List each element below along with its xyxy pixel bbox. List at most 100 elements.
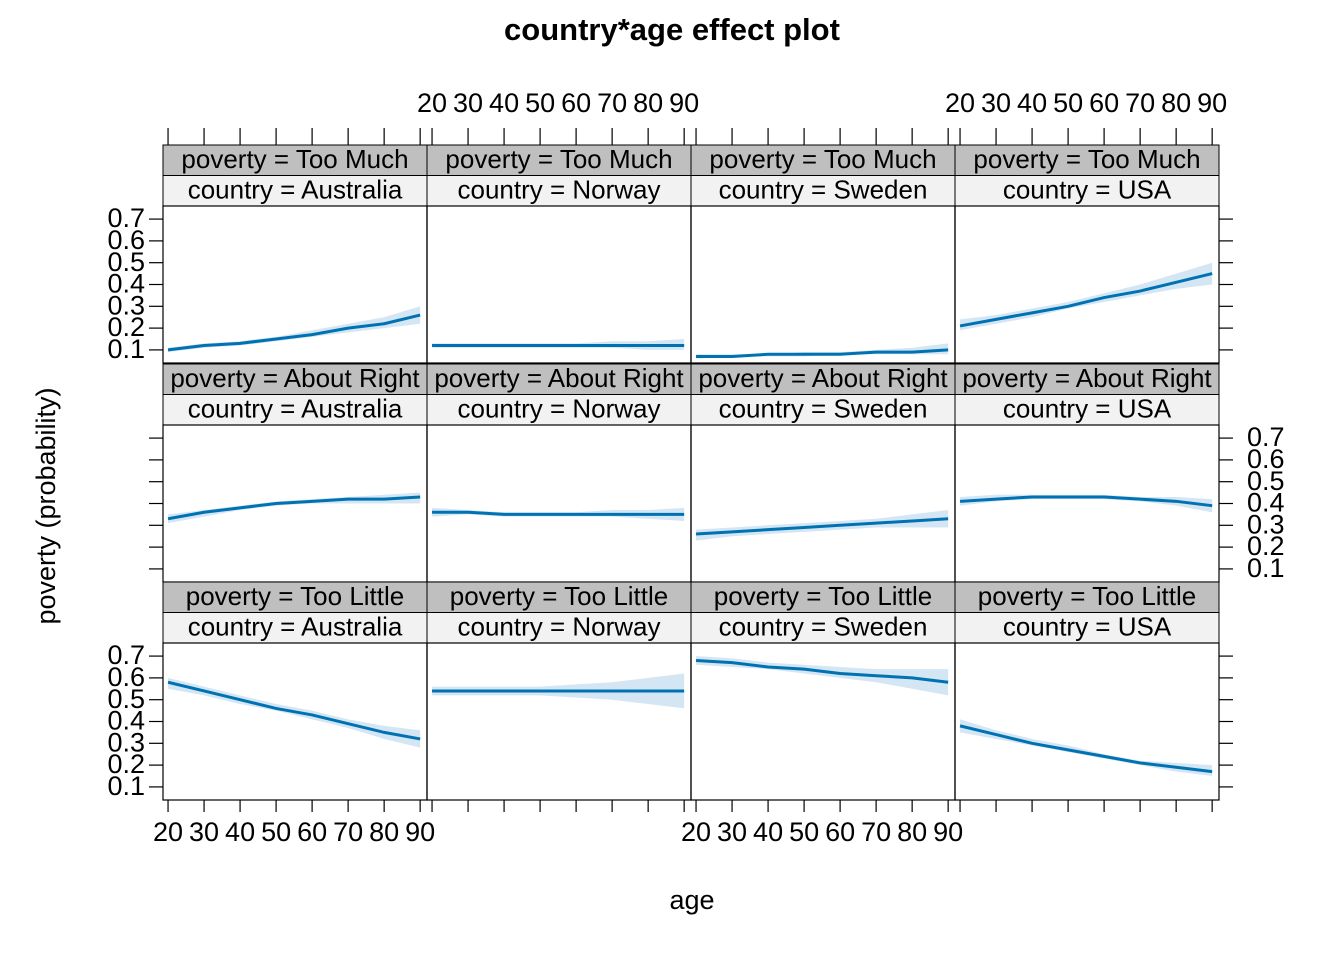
x-tick-label: 80 <box>897 817 927 847</box>
x-tick-label: 40 <box>753 817 783 847</box>
x-tick-label: 20 <box>153 817 183 847</box>
strip-label: poverty = Too Much <box>973 144 1200 174</box>
y-tick-label: 0.3 <box>107 727 145 757</box>
panel-border <box>162 642 428 801</box>
strip-label: country = Norway <box>457 612 660 642</box>
strip-label: country = Norway <box>457 175 660 205</box>
panel-border <box>426 205 692 364</box>
x-tick-label: 90 <box>1197 88 1227 118</box>
confidence-band <box>960 719 1213 777</box>
x-tick-label: 70 <box>1125 88 1155 118</box>
effect-line <box>959 724 1213 774</box>
strip <box>426 394 692 426</box>
x-tick-label: 50 <box>261 817 291 847</box>
strip-label: country = USA <box>1003 394 1172 424</box>
strip-label: country = Sweden <box>719 612 928 642</box>
strip-label: poverty = Too Little <box>450 581 669 611</box>
strip <box>162 175 428 207</box>
strip-label: country = Australia <box>188 394 403 424</box>
x-tick-label: 50 <box>525 88 555 118</box>
x-tick-label: 60 <box>825 817 855 847</box>
strip <box>690 363 956 395</box>
effect-line <box>167 495 421 521</box>
effect-line <box>696 348 949 358</box>
y-tick-label: 0.7 <box>107 640 145 670</box>
x-tick-label: 90 <box>405 817 435 847</box>
panel-border <box>690 205 956 364</box>
x-tick-label: 80 <box>369 817 399 847</box>
y-tick-label: 0.5 <box>107 247 145 277</box>
x-tick-label: 40 <box>489 88 519 118</box>
strip-label: country = USA <box>1003 175 1172 205</box>
effect-line <box>167 680 421 741</box>
y-tick-label: 0.6 <box>107 662 145 692</box>
effect-line <box>167 313 421 352</box>
strip-label: poverty = Too Little <box>714 581 933 611</box>
effect-line <box>695 658 949 684</box>
strip <box>954 581 1220 613</box>
strip-label: country = Norway <box>457 394 660 424</box>
x-axis-label: age <box>669 885 714 915</box>
x-tick-label: 20 <box>417 88 447 118</box>
x-tick-label: 70 <box>597 88 627 118</box>
strip-label: country = Australia <box>188 175 403 205</box>
effect-line <box>959 272 1213 328</box>
chart-title: country*age effect plot <box>504 12 840 47</box>
strip <box>954 394 1220 426</box>
strip-label: country = Australia <box>188 612 403 642</box>
confidence-band <box>168 492 421 524</box>
x-tick-label: 30 <box>981 88 1011 118</box>
x-tick-label: 60 <box>1089 88 1119 118</box>
y-tick-label: 0.2 <box>107 749 145 779</box>
y-tick-label: 0.1 <box>1247 553 1285 583</box>
x-tick-label: 50 <box>789 817 819 847</box>
x-tick-label: 70 <box>333 817 363 847</box>
y-tick-label: 0.5 <box>107 684 145 714</box>
strip <box>690 144 956 176</box>
y-tick-label: 0.7 <box>1247 422 1285 452</box>
strip <box>690 394 956 426</box>
x-tick-label: 90 <box>933 817 963 847</box>
y-tick-label: 0.5 <box>1247 466 1285 496</box>
y-axis-label: poverty (probability) <box>31 387 61 624</box>
strip-label: poverty = About Right <box>698 363 948 393</box>
y-tick-label: 0.2 <box>1247 531 1285 561</box>
y-tick-label: 0.4 <box>107 706 145 736</box>
strip-label: poverty = Too Much <box>181 144 408 174</box>
strip-label: poverty = About Right <box>170 363 420 393</box>
strip <box>162 144 428 176</box>
x-tick-label: 30 <box>189 817 219 847</box>
strip-label: country = Sweden <box>719 394 928 424</box>
strip <box>690 175 956 207</box>
y-tick-label: 0.7 <box>107 203 145 233</box>
strip-label: poverty = Too Much <box>445 144 672 174</box>
y-tick-label: 0.4 <box>107 269 145 299</box>
panel-border <box>690 424 956 583</box>
strip-label: poverty = About Right <box>962 363 1212 393</box>
x-tick-label: 30 <box>453 88 483 118</box>
strip-label: poverty = Too Little <box>186 581 405 611</box>
y-tick-label: 0.3 <box>1247 509 1285 539</box>
panel-border <box>426 424 692 583</box>
strip <box>954 363 1220 395</box>
x-tick-label: 60 <box>561 88 591 118</box>
y-tick-label: 0.6 <box>107 225 145 255</box>
strip-label: country = USA <box>1003 612 1172 642</box>
strip-label: poverty = About Right <box>434 363 684 393</box>
effect-line <box>959 495 1213 508</box>
x-tick-label: 60 <box>297 817 327 847</box>
strip <box>954 144 1220 176</box>
x-tick-label: 80 <box>1161 88 1191 118</box>
x-tick-label: 40 <box>225 817 255 847</box>
y-tick-label: 0.4 <box>1247 488 1285 518</box>
x-tick-label: 20 <box>945 88 975 118</box>
effect-line <box>432 510 685 516</box>
x-tick-label: 70 <box>861 817 891 847</box>
panel-border <box>162 205 428 364</box>
effect-line <box>695 517 949 536</box>
x-tick-label: 80 <box>633 88 663 118</box>
panel-border <box>426 642 692 801</box>
x-tick-label: 30 <box>717 817 747 847</box>
x-tick-label: 20 <box>681 817 711 847</box>
